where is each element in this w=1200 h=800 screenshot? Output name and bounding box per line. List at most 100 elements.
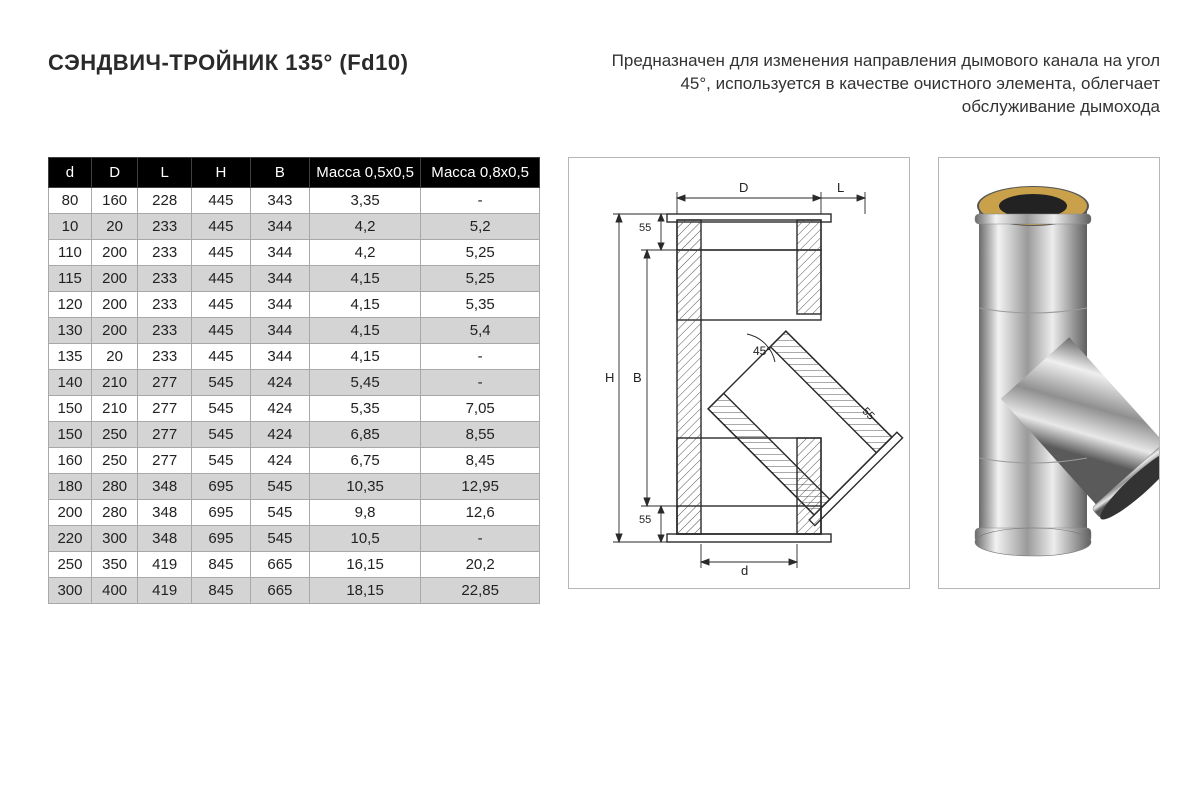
table-cell: 5,4 — [421, 317, 540, 343]
table-cell: - — [421, 369, 540, 395]
table-cell: 4,15 — [309, 343, 420, 369]
col-header: H — [191, 157, 250, 187]
table-cell: 200 — [91, 317, 137, 343]
table-cell: 250 — [91, 421, 137, 447]
table-cell: 424 — [250, 421, 309, 447]
table-cell: 8,55 — [421, 421, 540, 447]
table-row: 25035041984566516,1520,2 — [49, 551, 540, 577]
table-cell: 250 — [49, 551, 92, 577]
table-cell: 348 — [138, 525, 192, 551]
table-cell: 5,25 — [421, 265, 540, 291]
table-cell: 344 — [250, 343, 309, 369]
table-cell: 22,85 — [421, 577, 540, 603]
table-cell: 4,15 — [309, 265, 420, 291]
table-cell: 344 — [250, 213, 309, 239]
table-cell: 424 — [250, 369, 309, 395]
table-cell: 150 — [49, 395, 92, 421]
table-cell: 695 — [191, 499, 250, 525]
spec-table: d D L H B Масса 0,5х0,5 Масса 0,8х0,5 80… — [48, 157, 540, 604]
table-cell: 545 — [250, 473, 309, 499]
table-cell: 845 — [191, 577, 250, 603]
table-cell: 419 — [138, 551, 192, 577]
table-cell: 277 — [138, 447, 192, 473]
table-cell: 545 — [191, 421, 250, 447]
table-cell: 424 — [250, 447, 309, 473]
table-cell: 233 — [138, 291, 192, 317]
table-cell: 7,05 — [421, 395, 540, 421]
table-cell: 233 — [138, 265, 192, 291]
table-cell: 4,2 — [309, 213, 420, 239]
col-header: Масса 0,5х0,5 — [309, 157, 420, 187]
dim-angle: 45° — [753, 344, 771, 358]
table-cell: 6,75 — [309, 447, 420, 473]
table-body: 801602284453433,35-10202334453444,25,211… — [49, 187, 540, 603]
table-cell: 300 — [91, 525, 137, 551]
table-head: d D L H B Масса 0,5х0,5 Масса 0,8х0,5 — [49, 157, 540, 187]
table-cell: 280 — [91, 473, 137, 499]
table-cell: 233 — [138, 343, 192, 369]
table-cell: 545 — [191, 369, 250, 395]
table-cell: - — [421, 343, 540, 369]
table-row: 135202334453444,15- — [49, 343, 540, 369]
table-cell: 150 — [49, 421, 92, 447]
table-cell: 343 — [250, 187, 309, 213]
photo-svg — [939, 158, 1159, 588]
table-cell: 5,25 — [421, 239, 540, 265]
technical-drawing: D L H B 55 55 55 45° d — [568, 157, 910, 589]
table-cell: 5,35 — [421, 291, 540, 317]
table-cell: 5,35 — [309, 395, 420, 421]
table-cell: 845 — [191, 551, 250, 577]
table-cell: 348 — [138, 473, 192, 499]
table-cell: 20,2 — [421, 551, 540, 577]
content-row: d D L H B Масса 0,5х0,5 Масса 0,8х0,5 80… — [48, 157, 1160, 604]
table-row: 10202334453444,25,2 — [49, 213, 540, 239]
table-row: 1402102775454245,45- — [49, 369, 540, 395]
header: СЭНДВИЧ-ТРОЙНИК 135° (Fd10) Предназначен… — [48, 50, 1160, 119]
table-cell: - — [421, 187, 540, 213]
table-cell: 400 — [91, 577, 137, 603]
table-cell: 160 — [49, 447, 92, 473]
table-cell: 10 — [49, 213, 92, 239]
table-cell: 110 — [49, 239, 92, 265]
table-cell: 10,5 — [309, 525, 420, 551]
table-cell: 6,85 — [309, 421, 420, 447]
table-cell: 445 — [191, 213, 250, 239]
table-cell: 200 — [91, 291, 137, 317]
table-cell: 80 — [49, 187, 92, 213]
dim-D: D — [739, 180, 748, 195]
table-cell: 180 — [49, 473, 92, 499]
table-row: 1202002334453444,155,35 — [49, 291, 540, 317]
table-cell: 445 — [191, 291, 250, 317]
table-cell: 344 — [250, 265, 309, 291]
table-row: 1152002334453444,155,25 — [49, 265, 540, 291]
table-cell: 445 — [191, 187, 250, 213]
table-cell: 344 — [250, 317, 309, 343]
table-cell: 277 — [138, 421, 192, 447]
col-header: Масса 0,8х0,5 — [421, 157, 540, 187]
dim-55-bot: 55 — [639, 514, 651, 526]
table-cell: 12,95 — [421, 473, 540, 499]
table-cell: 665 — [250, 577, 309, 603]
table-cell: 16,15 — [309, 551, 420, 577]
table-cell: 695 — [191, 473, 250, 499]
table-cell: 545 — [250, 525, 309, 551]
table-cell: 9,8 — [309, 499, 420, 525]
table-cell: 160 — [91, 187, 137, 213]
table-row: 2002803486955459,812,6 — [49, 499, 540, 525]
table-cell: 200 — [91, 239, 137, 265]
table-cell: 10,35 — [309, 473, 420, 499]
table-cell: 210 — [91, 395, 137, 421]
table-row: 18028034869554510,3512,95 — [49, 473, 540, 499]
table-cell: 5,45 — [309, 369, 420, 395]
table-cell: 445 — [191, 343, 250, 369]
table-row: 30040041984566518,1522,85 — [49, 577, 540, 603]
page-title: СЭНДВИЧ-ТРОЙНИК 135° (Fd10) — [48, 50, 408, 76]
table-cell: 8,45 — [421, 447, 540, 473]
table-cell: 5,2 — [421, 213, 540, 239]
table-cell: 695 — [191, 525, 250, 551]
table-cell: 233 — [138, 239, 192, 265]
dim-H: H — [605, 370, 614, 385]
col-header: B — [250, 157, 309, 187]
table-cell: 4,2 — [309, 239, 420, 265]
table-cell: 220 — [49, 525, 92, 551]
